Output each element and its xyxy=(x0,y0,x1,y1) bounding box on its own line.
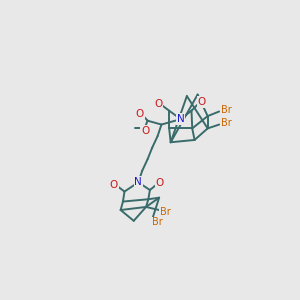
Text: Br: Br xyxy=(221,118,232,128)
Text: Br: Br xyxy=(221,105,232,115)
Text: O: O xyxy=(154,99,163,109)
Text: O: O xyxy=(141,126,149,136)
Text: O: O xyxy=(136,109,144,119)
Text: O: O xyxy=(156,178,164,188)
Text: N: N xyxy=(134,177,142,187)
Text: O: O xyxy=(110,180,118,190)
Text: N: N xyxy=(177,114,184,124)
Text: Br: Br xyxy=(160,207,171,217)
Text: Br: Br xyxy=(152,217,163,227)
Text: O: O xyxy=(197,97,206,107)
